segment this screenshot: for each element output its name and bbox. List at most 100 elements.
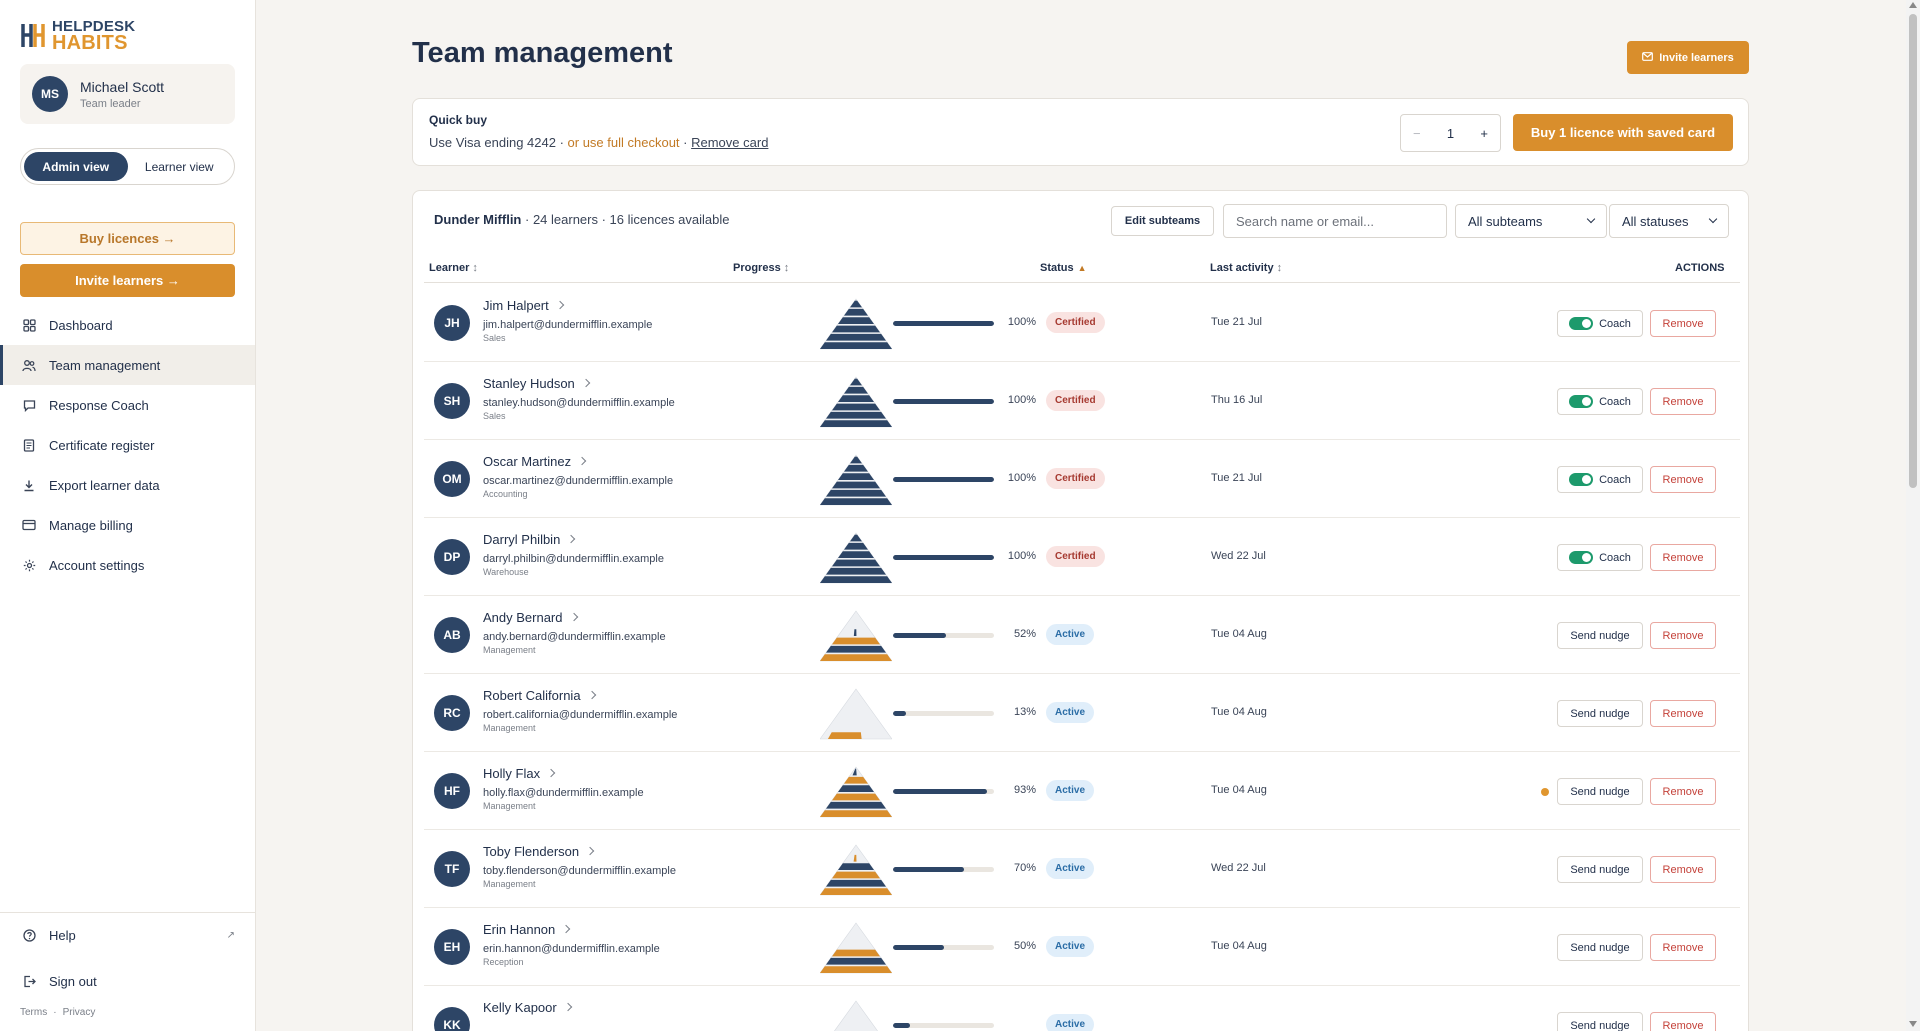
sidebar-item-certificate-register[interactable]: Certificate register bbox=[0, 425, 255, 465]
decrement-button[interactable]: − bbox=[1413, 125, 1421, 141]
send-nudge-button[interactable]: Send nudge bbox=[1557, 856, 1643, 883]
pyramid-tier bbox=[820, 498, 892, 505]
sidebar-item-team-management[interactable]: Team management bbox=[0, 345, 255, 385]
remove-button[interactable]: Remove bbox=[1650, 856, 1716, 883]
helpdesk-habits-logo[interactable]: HELPDESK HABITS bbox=[20, 18, 135, 53]
invite-learners-button[interactable]: Invite learners bbox=[1627, 41, 1749, 74]
sidebar-item-export-learner-data[interactable]: Export learner data bbox=[0, 465, 255, 505]
pyramid-tier bbox=[826, 957, 886, 965]
status-column-header[interactable]: Status ▲ bbox=[1040, 262, 1087, 274]
coach-toggle-button[interactable]: Coach bbox=[1557, 310, 1643, 337]
status-filter-select[interactable]: All statuses bbox=[1609, 204, 1729, 238]
sidebar-invite-learners-button[interactable]: Invite learners → bbox=[20, 264, 235, 297]
progress-pyramid-icon bbox=[820, 454, 892, 506]
remove-button[interactable]: Remove bbox=[1650, 388, 1716, 415]
coach-toggle-button[interactable]: Coach bbox=[1557, 466, 1643, 493]
remove-button[interactable]: Remove bbox=[1650, 778, 1716, 805]
scroll-up-arrow-icon[interactable] bbox=[1909, 2, 1917, 8]
table-row[interactable]: SH Stanley Hudson stanley.hudson@dundermif… bbox=[424, 362, 1740, 440]
learner-name-link[interactable]: Kelly Kapoor bbox=[483, 1000, 572, 1015]
sidebar-item-sign-out[interactable]: Sign out bbox=[0, 958, 255, 1004]
table-row[interactable]: AB Andy Bernard andy.bernard@dundermifflin… bbox=[424, 596, 1740, 674]
search-input[interactable]: Search name or email... bbox=[1223, 204, 1447, 238]
privacy-link[interactable]: Privacy bbox=[62, 1007, 96, 1018]
table-row[interactable]: JH Jim Halpert jim.halpert@dundermifflin.e… bbox=[424, 284, 1740, 362]
coach-toggle-button[interactable]: Coach bbox=[1557, 388, 1643, 415]
last-activity-column-header[interactable]: Last activity ↕ bbox=[1210, 262, 1282, 274]
progress-bar-fill bbox=[893, 945, 944, 950]
subteam-filter-select[interactable]: All subteams bbox=[1455, 204, 1607, 238]
learner-name: Stanley Hudson bbox=[483, 376, 575, 391]
progress-percent: 13% bbox=[1013, 706, 1036, 718]
learner-subteam: Management bbox=[483, 879, 536, 889]
remove-button[interactable]: Remove bbox=[1650, 466, 1716, 493]
avatar: HF bbox=[434, 773, 470, 809]
terms-link[interactable]: Terms bbox=[20, 1007, 48, 1018]
table-row[interactable]: KK Kelly Kapoor Active Send nudge Remove bbox=[424, 986, 1740, 1031]
team-name: Dunder Mifflin bbox=[434, 212, 522, 227]
scroll-thumb[interactable] bbox=[1909, 14, 1917, 488]
learner-name-link[interactable]: Holly Flax bbox=[483, 766, 556, 781]
remove-button[interactable]: Remove bbox=[1650, 544, 1716, 571]
quantity-value[interactable]: 1 bbox=[1446, 125, 1455, 141]
learner-view-button[interactable]: Learner view bbox=[144, 159, 214, 174]
remove-button[interactable]: Remove bbox=[1650, 1012, 1716, 1031]
invite-learners-label: Invite learners bbox=[1659, 51, 1734, 64]
sidebar-item-manage-billing[interactable]: Manage billing bbox=[0, 505, 255, 545]
table-row[interactable]: EH Erin Hannon erin.hannon@dundermifflin.e… bbox=[424, 908, 1740, 986]
learner-name-link[interactable]: Stanley Hudson bbox=[483, 376, 591, 391]
sidebar-item-help[interactable]: Help ↗ bbox=[0, 912, 255, 958]
admin-view-button[interactable]: Admin view bbox=[24, 152, 128, 181]
sidebar-item-account-settings[interactable]: Account settings bbox=[0, 545, 255, 585]
chevron-right-icon bbox=[567, 534, 576, 544]
send-nudge-button[interactable]: Send nudge bbox=[1557, 700, 1643, 727]
learner-name-link[interactable]: Darryl Philbin bbox=[483, 532, 576, 547]
learner-rows: JH Jim Halpert jim.halpert@dundermifflin.e… bbox=[424, 284, 1740, 1031]
full-checkout-link[interactable]: or use full checkout bbox=[567, 135, 680, 150]
user-card: MS Michael Scott Team leader bbox=[20, 64, 235, 124]
table-row[interactable]: RC Robert California robert.california@dun… bbox=[424, 674, 1740, 752]
learner-name-link[interactable]: Toby Flenderson bbox=[483, 844, 595, 859]
progress-bar-fill bbox=[893, 321, 994, 326]
learner-subteam: Sales bbox=[483, 411, 506, 421]
buy-licences-button[interactable]: Buy licences → bbox=[20, 222, 235, 255]
increment-button[interactable]: + bbox=[1480, 125, 1488, 141]
remove-button[interactable]: Remove bbox=[1650, 700, 1716, 727]
status-badge: Active bbox=[1046, 702, 1095, 723]
scroll-down-arrow-icon[interactable] bbox=[1909, 1021, 1917, 1027]
send-nudge-button[interactable]: Send nudge bbox=[1557, 622, 1643, 649]
learner-email: toby.flenderson@dundermifflin.example bbox=[483, 865, 676, 877]
sidebar-item-response-coach[interactable]: Response Coach bbox=[0, 385, 255, 425]
learner-name-link[interactable]: Andy Bernard bbox=[483, 610, 578, 625]
remove-button[interactable]: Remove bbox=[1650, 310, 1716, 337]
progress-bar-fill bbox=[893, 477, 994, 482]
send-nudge-button[interactable]: Send nudge bbox=[1557, 778, 1643, 805]
sort-icon: ↕ bbox=[783, 262, 790, 274]
mail-icon bbox=[1642, 51, 1654, 64]
progress-column-header[interactable]: Progress ↕ bbox=[733, 262, 789, 274]
table-row[interactable]: DP Darryl Philbin darryl.philbin@dundermif… bbox=[424, 518, 1740, 596]
edit-subteams-button[interactable]: Edit subteams bbox=[1111, 206, 1214, 236]
table-row[interactable]: HF Holly Flax holly.flax@dundermifflin.exa… bbox=[424, 752, 1740, 830]
pyramid-tier bbox=[844, 308, 868, 316]
remove-button[interactable]: Remove bbox=[1650, 622, 1716, 649]
send-nudge-button[interactable]: Send nudge bbox=[1557, 1012, 1643, 1031]
learner-email: andy.bernard@dundermifflin.example bbox=[483, 631, 666, 643]
remove-card-link[interactable]: Remove card bbox=[691, 135, 769, 150]
status-badge: Active bbox=[1046, 780, 1095, 801]
learner-name-link[interactable]: Jim Halpert bbox=[483, 298, 564, 313]
learner-name-link[interactable]: Robert California bbox=[483, 688, 596, 703]
learner-name: Erin Hannon bbox=[483, 922, 556, 937]
buy-with-saved-card-button[interactable]: Buy 1 licence with saved card bbox=[1513, 114, 1733, 151]
coach-toggle-button[interactable]: Coach bbox=[1557, 544, 1643, 571]
sidebar-item-dashboard[interactable]: Dashboard bbox=[0, 305, 255, 345]
table-row[interactable]: TF Toby Flenderson toby.flenderson@dunderm… bbox=[424, 830, 1740, 908]
learner-name-link[interactable]: Erin Hannon bbox=[483, 922, 571, 937]
toggle-on-icon bbox=[1569, 551, 1594, 564]
learner-column-header[interactable]: Learner ↕ bbox=[429, 262, 478, 274]
send-nudge-button[interactable]: Send nudge bbox=[1557, 934, 1643, 961]
table-row[interactable]: OM Oscar Martinez oscar.martinez@dundermif… bbox=[424, 440, 1740, 518]
learner-name-link[interactable]: Oscar Martinez bbox=[483, 454, 587, 469]
page-scrollbar[interactable] bbox=[1906, 0, 1920, 1031]
remove-button[interactable]: Remove bbox=[1650, 934, 1716, 961]
